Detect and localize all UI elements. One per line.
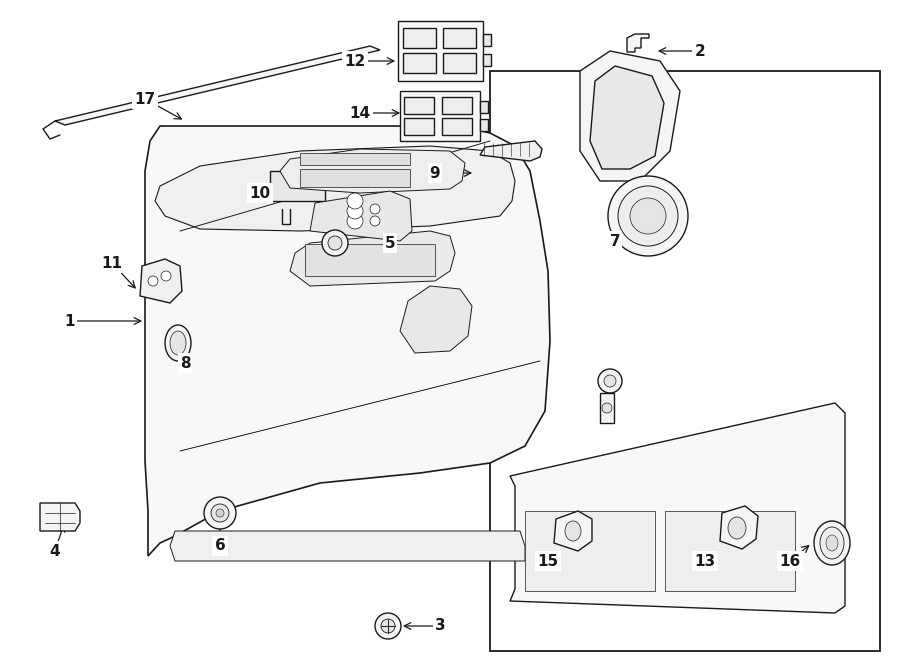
Polygon shape <box>290 231 455 286</box>
Ellipse shape <box>826 535 838 551</box>
Text: 14: 14 <box>349 106 371 120</box>
Ellipse shape <box>211 504 229 522</box>
Bar <box>270 171 325 201</box>
Bar <box>443 53 476 73</box>
Ellipse shape <box>728 517 746 539</box>
Ellipse shape <box>598 369 622 393</box>
Ellipse shape <box>370 216 380 226</box>
Ellipse shape <box>630 198 666 234</box>
Bar <box>403 28 436 48</box>
Text: 17: 17 <box>134 91 156 106</box>
Ellipse shape <box>618 186 678 246</box>
Polygon shape <box>310 191 412 241</box>
Bar <box>490 71 880 651</box>
Bar <box>262 161 337 209</box>
Polygon shape <box>480 141 542 161</box>
Text: 7: 7 <box>609 233 620 249</box>
Polygon shape <box>40 503 80 531</box>
Ellipse shape <box>347 193 363 209</box>
Ellipse shape <box>375 613 401 639</box>
Text: 2: 2 <box>695 44 706 59</box>
Ellipse shape <box>165 325 191 361</box>
Text: 8: 8 <box>180 356 190 371</box>
Ellipse shape <box>328 236 342 250</box>
Text: 9: 9 <box>429 165 440 180</box>
Polygon shape <box>580 51 680 181</box>
Ellipse shape <box>814 521 850 565</box>
Ellipse shape <box>161 271 171 281</box>
Polygon shape <box>720 506 758 549</box>
Bar <box>404 97 434 114</box>
Bar <box>480 119 488 131</box>
Ellipse shape <box>148 276 158 286</box>
Text: 11: 11 <box>102 256 122 270</box>
Bar <box>404 118 434 135</box>
Bar <box>300 169 410 187</box>
Bar <box>525 511 655 591</box>
Text: 4: 4 <box>50 543 60 559</box>
Ellipse shape <box>216 509 224 517</box>
Polygon shape <box>55 46 380 125</box>
Text: 10: 10 <box>249 186 271 200</box>
Polygon shape <box>554 511 592 551</box>
Polygon shape <box>170 531 525 561</box>
Polygon shape <box>280 149 465 193</box>
Ellipse shape <box>347 203 363 219</box>
Ellipse shape <box>602 403 612 413</box>
Ellipse shape <box>370 204 380 214</box>
Ellipse shape <box>604 375 616 387</box>
Bar <box>600 393 614 423</box>
Ellipse shape <box>608 176 688 256</box>
Bar <box>305 244 435 276</box>
Bar <box>300 153 410 165</box>
Bar <box>480 101 488 113</box>
Bar <box>400 91 480 141</box>
Bar <box>443 28 476 48</box>
Ellipse shape <box>322 230 348 256</box>
Ellipse shape <box>170 331 186 355</box>
Polygon shape <box>145 126 550 556</box>
Bar <box>442 97 472 114</box>
Text: 3: 3 <box>435 619 446 633</box>
Polygon shape <box>590 66 664 169</box>
Ellipse shape <box>204 497 236 529</box>
Polygon shape <box>627 34 649 52</box>
Bar <box>398 21 483 81</box>
Polygon shape <box>400 286 472 353</box>
Ellipse shape <box>565 521 581 541</box>
Bar <box>442 118 472 135</box>
Ellipse shape <box>820 527 844 559</box>
Polygon shape <box>155 146 515 231</box>
Text: 5: 5 <box>384 235 395 251</box>
Text: 15: 15 <box>537 553 559 568</box>
Text: 6: 6 <box>214 539 225 553</box>
Text: 12: 12 <box>345 54 365 69</box>
Bar <box>665 511 795 591</box>
Bar <box>403 53 436 73</box>
Text: 1: 1 <box>65 313 76 329</box>
Text: 16: 16 <box>779 553 801 568</box>
Bar <box>483 54 491 66</box>
Polygon shape <box>510 403 845 613</box>
Bar <box>483 34 491 46</box>
Text: 13: 13 <box>695 553 716 568</box>
Polygon shape <box>140 259 182 303</box>
Ellipse shape <box>381 619 395 633</box>
Ellipse shape <box>347 213 363 229</box>
